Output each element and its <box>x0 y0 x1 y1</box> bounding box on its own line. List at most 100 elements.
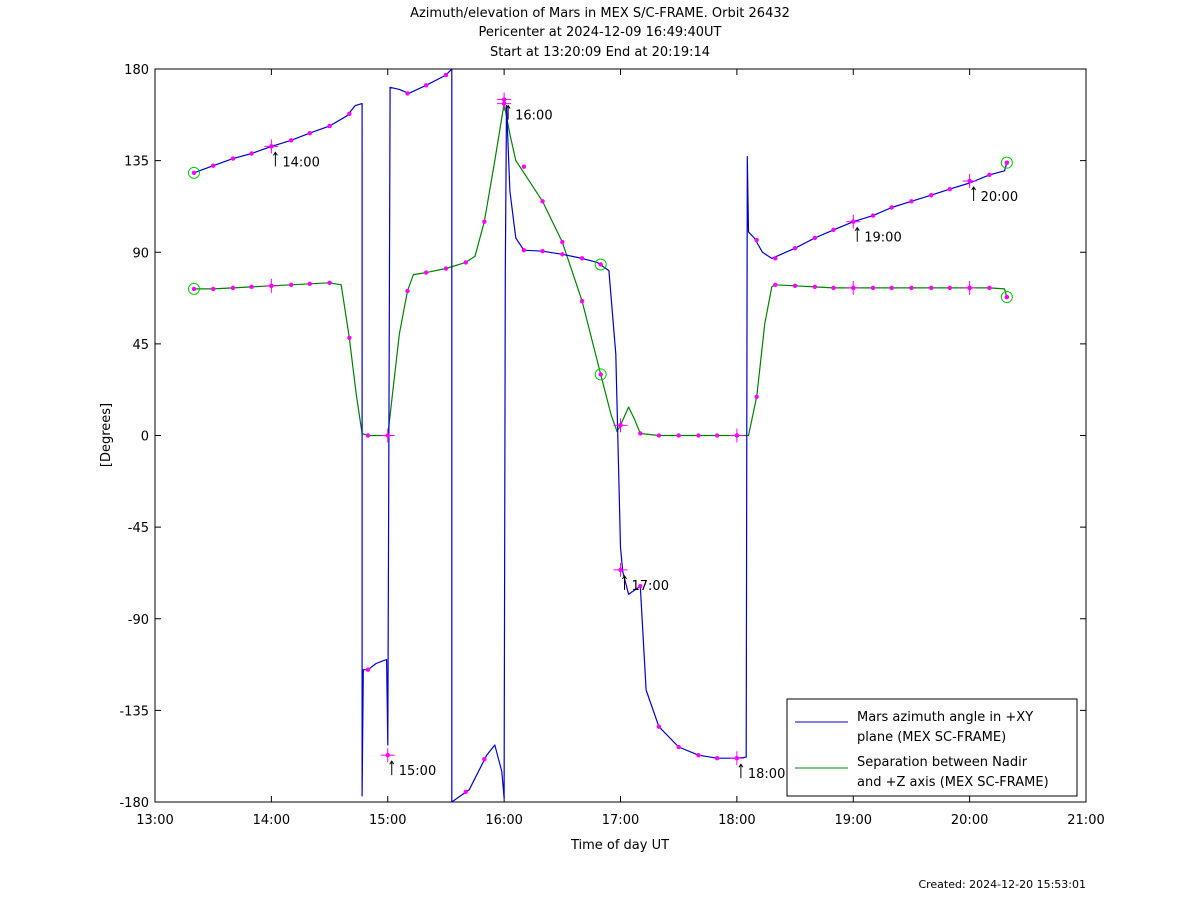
x-axis-label: Time of day UT <box>570 838 669 853</box>
y-tick-label: 90 <box>132 246 149 261</box>
data-point-azimuth <box>288 138 294 143</box>
chart-subtitle-start-end: Start at 13:20:09 End at 20:19:14 <box>490 45 710 60</box>
data-point-separation <box>773 282 778 288</box>
x-tick-label: 18:00 <box>718 813 755 828</box>
data-point-azimuth <box>696 752 701 758</box>
chart-title: Azimuth/elevation of Mars in MEX S/C-FRA… <box>410 6 790 21</box>
data-point-azimuth <box>365 667 371 672</box>
data-point-separation <box>909 285 914 291</box>
hour-annotation-arrowhead <box>738 763 744 768</box>
series-layer <box>193 68 1008 803</box>
x-tick-label: 19:00 <box>835 813 872 828</box>
data-point-azimuth <box>521 248 527 253</box>
legend-label-separation-line2: and +Z axis (MEX SC-FRAME) <box>857 775 1049 790</box>
marker-layer <box>187 72 1013 795</box>
legend-label-separation-line1: Separation between Nadir <box>857 755 1028 770</box>
data-point-azimuth <box>656 724 662 729</box>
hour-marker-dot-separation <box>501 97 507 102</box>
data-point-separation <box>696 433 701 438</box>
hour-annotation-label: 14:00 <box>282 155 319 170</box>
data-point-separation <box>560 239 565 245</box>
plot-area-frame <box>154 68 1087 803</box>
x-tick-label: 14:00 <box>253 813 290 828</box>
data-point-separation <box>929 285 934 291</box>
hour-annotation-label: 17:00 <box>632 579 669 594</box>
hour-annotation-arrowhead <box>505 104 511 109</box>
data-point-separation <box>812 284 818 290</box>
hour-marker-dot-azimuth <box>851 219 856 224</box>
x-tick-label: 20:00 <box>951 813 988 828</box>
data-point-azimuth <box>987 172 992 178</box>
hour-marker-dot-azimuth <box>269 144 274 149</box>
y-tick-label: -180 <box>119 796 149 811</box>
endpoint-ring-azimuth <box>1000 156 1013 169</box>
data-point-separation <box>656 433 662 438</box>
hour-annotation-label: 20:00 <box>981 190 1018 205</box>
x-tick-label: 16:00 <box>485 813 522 828</box>
data-point-separation <box>307 281 312 287</box>
data-point-separation <box>463 260 468 265</box>
data-point-separation <box>676 433 681 438</box>
y-tick-label: 0 <box>141 430 149 445</box>
endpoint-dot-separation <box>598 262 603 267</box>
data-point-separation <box>482 219 487 224</box>
data-point-separation <box>327 280 332 285</box>
hour-marker-dot-separation <box>967 285 972 291</box>
data-point-azimuth <box>230 156 236 161</box>
y-tick-label: -45 <box>128 521 149 536</box>
data-point-separation <box>365 433 371 438</box>
hour-annotation-arrowhead <box>622 574 627 580</box>
data-point-azimuth <box>792 245 798 251</box>
label-layer: 14:00 15:00 17:00 18:00 19:00 20:00 16:00 <box>272 104 1018 782</box>
data-point-separation <box>638 431 643 436</box>
endpoint-dot-separation <box>598 372 603 377</box>
hour-annotation-arrowhead <box>272 151 278 156</box>
data-point-azimuth <box>210 163 216 168</box>
data-point-separation <box>831 285 836 291</box>
legend-box <box>786 698 1078 797</box>
data-point-azimuth <box>773 256 778 261</box>
data-point-separation <box>540 199 545 204</box>
y-tick-label: -90 <box>128 613 149 628</box>
hour-marker-dot-separation <box>618 423 623 428</box>
hour-marker-dot-separation <box>269 283 274 289</box>
data-point-azimuth <box>889 205 894 210</box>
hour-marker-dot-azimuth <box>734 756 740 761</box>
hour-annotation-arrowhead <box>971 186 977 191</box>
data-point-azimuth <box>870 213 876 218</box>
hour-annotation-label: 15:00 <box>399 764 436 779</box>
data-point-separation <box>230 285 236 291</box>
endpoint-dot-separation <box>1004 294 1010 300</box>
hour-marker-dot-azimuth <box>385 752 390 758</box>
x-tick-label: 21:00 <box>1067 813 1104 828</box>
y-axis-label: [Degrees] <box>99 403 114 467</box>
data-point-azimuth <box>405 91 410 96</box>
data-point-azimuth <box>423 83 429 88</box>
data-point-separation <box>987 285 992 291</box>
endpoint-ring-separation <box>594 258 607 271</box>
data-point-azimuth <box>443 72 449 78</box>
hour-annotation-arrowhead <box>389 760 395 765</box>
data-point-azimuth <box>327 123 332 129</box>
data-point-separation <box>423 270 429 275</box>
hour-marker-dot-azimuth <box>618 567 623 573</box>
y-tick-label: 135 <box>124 155 149 170</box>
data-point-separation <box>521 164 527 169</box>
hour-marker-dot-separation <box>851 285 856 291</box>
data-point-azimuth <box>249 151 254 156</box>
hour-annotation-label: 18:00 <box>748 767 785 782</box>
series-line-azimuth <box>193 68 1008 803</box>
data-point-azimuth <box>909 199 914 204</box>
data-point-azimuth <box>929 193 934 198</box>
data-point-azimuth <box>463 789 468 795</box>
data-point-azimuth <box>947 186 953 192</box>
legend-label-azimuth-line1: Mars azimuth angle in +XY <box>857 710 1033 725</box>
hour-marker-dot-separation <box>734 433 740 438</box>
axes: 13:00 14:00 15:00 16:00 17:00 18:00 19:00 20:00… <box>119 63 1104 828</box>
legend-label-azimuth-line2: plane (MEX SC-FRAME) <box>857 730 1006 745</box>
data-point-azimuth <box>347 111 352 116</box>
data-point-separation <box>889 285 894 291</box>
y-tick-label: -135 <box>119 704 149 719</box>
chart-subtitle-pericenter: Pericenter at 2024-12-09 16:49:40UT <box>478 25 721 40</box>
